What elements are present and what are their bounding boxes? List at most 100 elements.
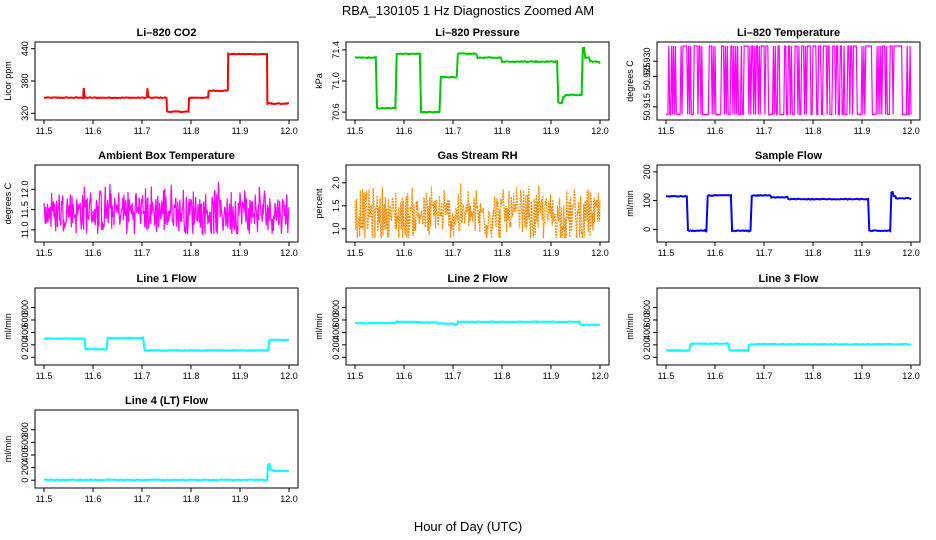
x-tick-label: 11.6 [707,371,724,381]
y-tick-label: 0 [642,227,652,232]
panel-grid: Li–820 CO2 Licor ppm 11.5 11.6 11.7 11.8 11.9 1… [3,27,921,504]
x-tick-label: 11.7 [134,248,151,258]
x-tick-label: 11.9 [854,371,871,381]
x-tick-label: 11.5 [36,248,53,258]
panel-title: Li–820 Pressure [435,27,519,39]
y-axis-label: ml/min [625,190,635,217]
plot-frame [34,287,299,366]
y-axis-label: ml/min [3,313,13,340]
y-axis-label: degrees C [625,60,635,102]
data-trace [665,190,912,233]
y-tick-label: 400 [642,325,652,340]
x-tick-label: 11.5 [36,494,53,504]
x-tick-label: 12.0 [280,248,298,258]
x-tick-label: 11.5 [36,371,53,381]
y-axis-label: ml/min [314,313,324,340]
y-axis-label: ml/min [625,313,635,340]
x-tick-label: 11.8 [183,494,200,504]
x-tick-label: 12.0 [591,126,609,136]
x-tick-label: 11.9 [854,126,871,136]
x-tick-label: 11.7 [134,371,151,381]
x-tick-label: 11.6 [85,494,102,504]
x-tick-label: 11.8 [805,371,822,381]
x-tick-label: 11.8 [494,371,511,381]
panel-line-4-lt-flow: Line 4 (LT) Flow ml/min 11.5 11.6 11.7 11.8 11… [3,395,299,504]
x-tick-label: 11.8 [183,248,200,258]
series-line [43,52,290,114]
plot-frame [345,164,610,243]
y-tick-label: 600 [642,312,652,327]
panel-li-820-pressure: Li–820 Pressure kPa 11.5 11.6 11.7 11.8 11.9 12… [314,27,610,136]
data-trace [43,335,289,352]
y-tick-label: 0 [20,478,30,483]
panel-ambient-box-temperature: Ambient Box Temperature degrees C 11.5 11.6… [3,150,299,258]
panel-gas-stream-rh: Gas Stream RH percent 11.5 11.6 11.7 11.8 11.9… [314,150,610,258]
y-tick-label: 800 [331,300,341,315]
y-tick-label: 71.4 [331,41,341,59]
y-tick-label: 600 [331,312,341,327]
plot-frame [34,41,299,121]
x-tick-label: 12.0 [280,494,298,504]
x-tick-label: 11.8 [494,126,511,136]
x-axis-title: Hour of Day (UTC) [414,519,522,534]
x-tick-label: 11.7 [134,126,151,136]
x-tick-label: 11.8 [805,126,822,136]
data-trace [665,342,912,353]
x-tick-label: 11.7 [445,126,462,136]
panel-title: Line 4 (LT) Flow [125,395,208,407]
x-tick-label: 11.7 [756,248,773,258]
data-trace [44,463,290,482]
plot-frame [345,41,610,121]
y-tick-label: 11.5 [20,201,30,218]
x-tick-label: 11.5 [658,371,675,381]
data-trace [666,45,912,116]
y-tick-label: 800 [20,422,30,437]
y-tick-label: 600 [20,435,30,450]
panel-sample-flow: Sample Flow ml/min 11.5 11.6 11.7 11.8 11.9 12.… [625,150,921,258]
series-line [354,46,601,114]
y-tick-label: 50.915 [642,93,652,121]
x-tick-label: 11.7 [134,494,151,504]
x-tick-label: 11.5 [658,248,675,258]
x-tick-label: 12.0 [591,248,609,258]
series-line [665,342,912,353]
x-tick-label: 11.6 [707,126,724,136]
x-tick-label: 11.7 [756,126,773,136]
y-axis-label: kPa [314,73,324,89]
series-line [43,182,290,235]
series-line [354,183,601,239]
panel-title: Sample Flow [755,150,823,162]
data-trace [354,183,601,239]
y-tick-label: 440 [20,41,30,56]
x-tick-label: 11.6 [707,248,724,258]
y-tick-label: 50.925 [642,63,652,91]
y-tick-label: 0 [20,355,30,360]
panel-line-2-flow: Line 2 Flow ml/min 11.5 11.6 11.7 11.8 11.9 12.… [314,273,610,381]
x-tick-label: 11.9 [232,126,249,136]
y-tick-label: 380 [20,73,30,88]
panel-title: Line 1 Flow [137,273,197,285]
y-tick-label: 200 [20,337,30,352]
y-tick-label: 400 [331,325,341,340]
y-tick-label: 400 [20,447,30,462]
x-tick-label: 11.5 [347,248,364,258]
panel-title: Li–820 CO2 [137,27,197,39]
plot-frame [656,164,921,243]
y-tick-label: 70.6 [331,103,341,121]
panel-line-1-flow: Line 1 Flow ml/min 11.5 11.6 11.7 11.8 11.9 12.… [3,273,299,381]
plot-frame [656,287,921,366]
x-tick-label: 11.6 [85,248,102,258]
y-tick-label: 200 [20,460,30,475]
y-tick-label: 50.930 [642,47,652,75]
data-trace [354,46,601,114]
y-tick-label: 320 [20,106,30,121]
y-tick-label: 11.0 [20,221,30,238]
data-trace [43,52,290,114]
y-axis-label: ml/min [3,436,13,463]
x-tick-label: 11.9 [543,126,560,136]
y-tick-label: 1.0 [331,223,341,236]
x-tick-label: 11.7 [445,248,462,258]
data-trace [355,318,601,327]
x-tick-label: 11.8 [494,248,511,258]
